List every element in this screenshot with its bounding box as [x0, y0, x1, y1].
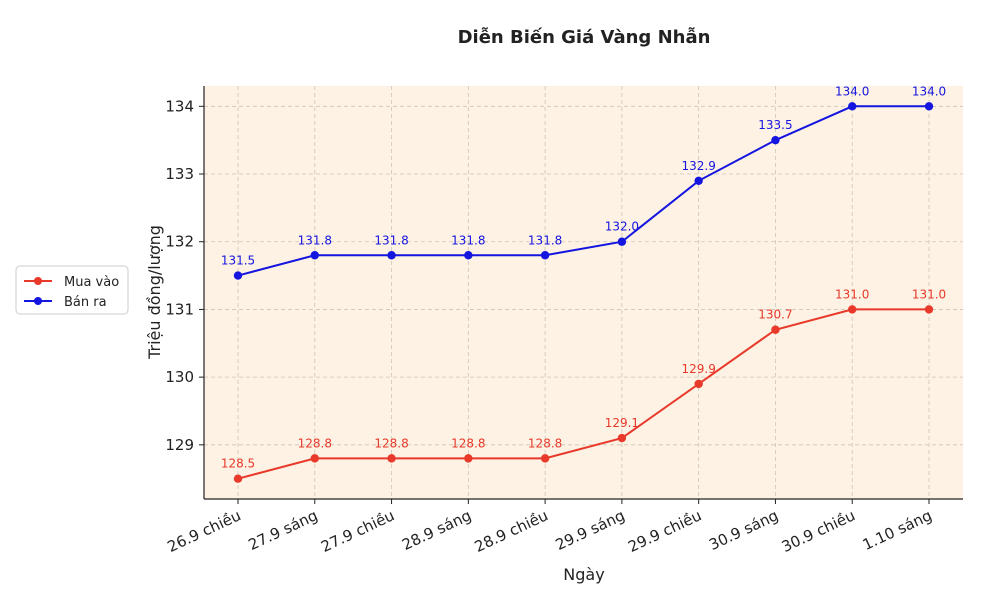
- x-tick-label: 27.9 sáng: [246, 506, 321, 554]
- legend: Mua vào Bán ra: [15, 265, 129, 315]
- data-point-ban-ra: [694, 176, 703, 185]
- y-axis-label: Triệu đồng/lượng: [145, 225, 164, 360]
- data-label-ban-ra: 132.9: [681, 159, 715, 173]
- data-point-mua-vao: [387, 454, 396, 463]
- data-label-ban-ra: 133.5: [758, 118, 792, 132]
- data-label-ban-ra: 131.8: [451, 233, 485, 247]
- data-label-mua-vao: 128.8: [374, 436, 408, 450]
- data-point-mua-vao: [771, 325, 780, 334]
- data-label-mua-vao: 130.7: [758, 308, 792, 322]
- y-tick-label: 130: [165, 368, 194, 386]
- data-label-mua-vao: 128.8: [528, 436, 562, 450]
- legend-label-ban-ra: Bán ra: [64, 295, 107, 310]
- data-label-mua-vao: 128.8: [451, 436, 485, 450]
- data-point-mua-vao: [310, 454, 319, 463]
- series-line-ban-ra: [237, 105, 929, 277]
- legend-marker-mua-vao: [34, 277, 42, 285]
- data-point-mua-vao: [233, 474, 243, 483]
- data-point-ban-ra: [617, 237, 627, 246]
- data-point-mua-vao: [848, 305, 857, 314]
- series-layer: [233, 102, 934, 483]
- data-point-ban-ra: [771, 135, 780, 145]
- y-tick-label: 133: [165, 165, 194, 183]
- data-label-ban-ra: 131.8: [528, 233, 562, 247]
- x-tick-label: 28.9 chiều: [472, 506, 551, 556]
- y-tick-label: 131: [165, 300, 194, 318]
- y-tick-label: 129: [165, 436, 194, 454]
- data-point-ban-ra: [387, 251, 396, 260]
- legend-marker-ban-ra: [34, 297, 42, 305]
- x-tick-label: 29.9 chiều: [625, 506, 704, 556]
- data-label-ban-ra: 131.8: [374, 233, 408, 247]
- data-label-mua-vao: 129.1: [605, 416, 639, 430]
- data-point-mua-vao: [617, 433, 627, 443]
- data-label-mua-vao: 131.0: [912, 287, 946, 301]
- data-point-ban-ra: [540, 251, 550, 260]
- grid: [204, 86, 963, 499]
- data-label-ban-ra: 131.8: [298, 233, 332, 247]
- y-tick-label: 134: [165, 97, 194, 115]
- data-point-ban-ra: [848, 102, 857, 111]
- data-label-mua-vao: 128.5: [221, 457, 255, 471]
- data-labels: 128.5 128.8 128.8 128.8 128.8 129.1 129.9 130.7…: [221, 84, 946, 470]
- data-label-ban-ra: 131.5: [221, 254, 255, 268]
- data-label-mua-vao: 129.9: [681, 362, 715, 376]
- data-label-mua-vao: 131.0: [835, 287, 869, 301]
- x-axis-label: Ngày: [563, 565, 604, 584]
- data-label-ban-ra: 134.0: [912, 84, 946, 98]
- legend-label-mua-vao: Mua vào: [64, 275, 119, 290]
- series-line-mua-vao: [237, 308, 929, 480]
- data-label-ban-ra: 134.0: [835, 84, 869, 98]
- data-point-ban-ra: [924, 102, 934, 111]
- data-point-ban-ra: [233, 271, 243, 280]
- data-point-mua-vao: [694, 379, 703, 389]
- plot-area: [204, 86, 963, 499]
- x-tick-label: 27.9 chiều: [318, 506, 397, 556]
- x-tick-label: 28.9 sáng: [399, 506, 474, 554]
- x-tick-label: 29.9 sáng: [553, 506, 628, 554]
- data-point-mua-vao: [464, 454, 473, 463]
- x-tick-label: 26.9 chiều: [165, 506, 244, 556]
- x-tick-label: 30.9 chiều: [779, 506, 858, 556]
- x-tick-label: 1.10 sáng: [860, 506, 935, 554]
- y-tick-label: 132: [165, 233, 194, 251]
- data-point-mua-vao: [540, 454, 550, 463]
- x-tick-label: 30.9 sáng: [706, 506, 781, 554]
- data-point-ban-ra: [464, 251, 473, 260]
- data-point-mua-vao: [924, 305, 934, 314]
- data-point-ban-ra: [310, 251, 319, 260]
- data-label-ban-ra: 132.0: [605, 220, 639, 234]
- chart-title: Diễn Biến Giá Vàng Nhẫn: [458, 26, 711, 48]
- data-label-mua-vao: 128.8: [298, 436, 332, 450]
